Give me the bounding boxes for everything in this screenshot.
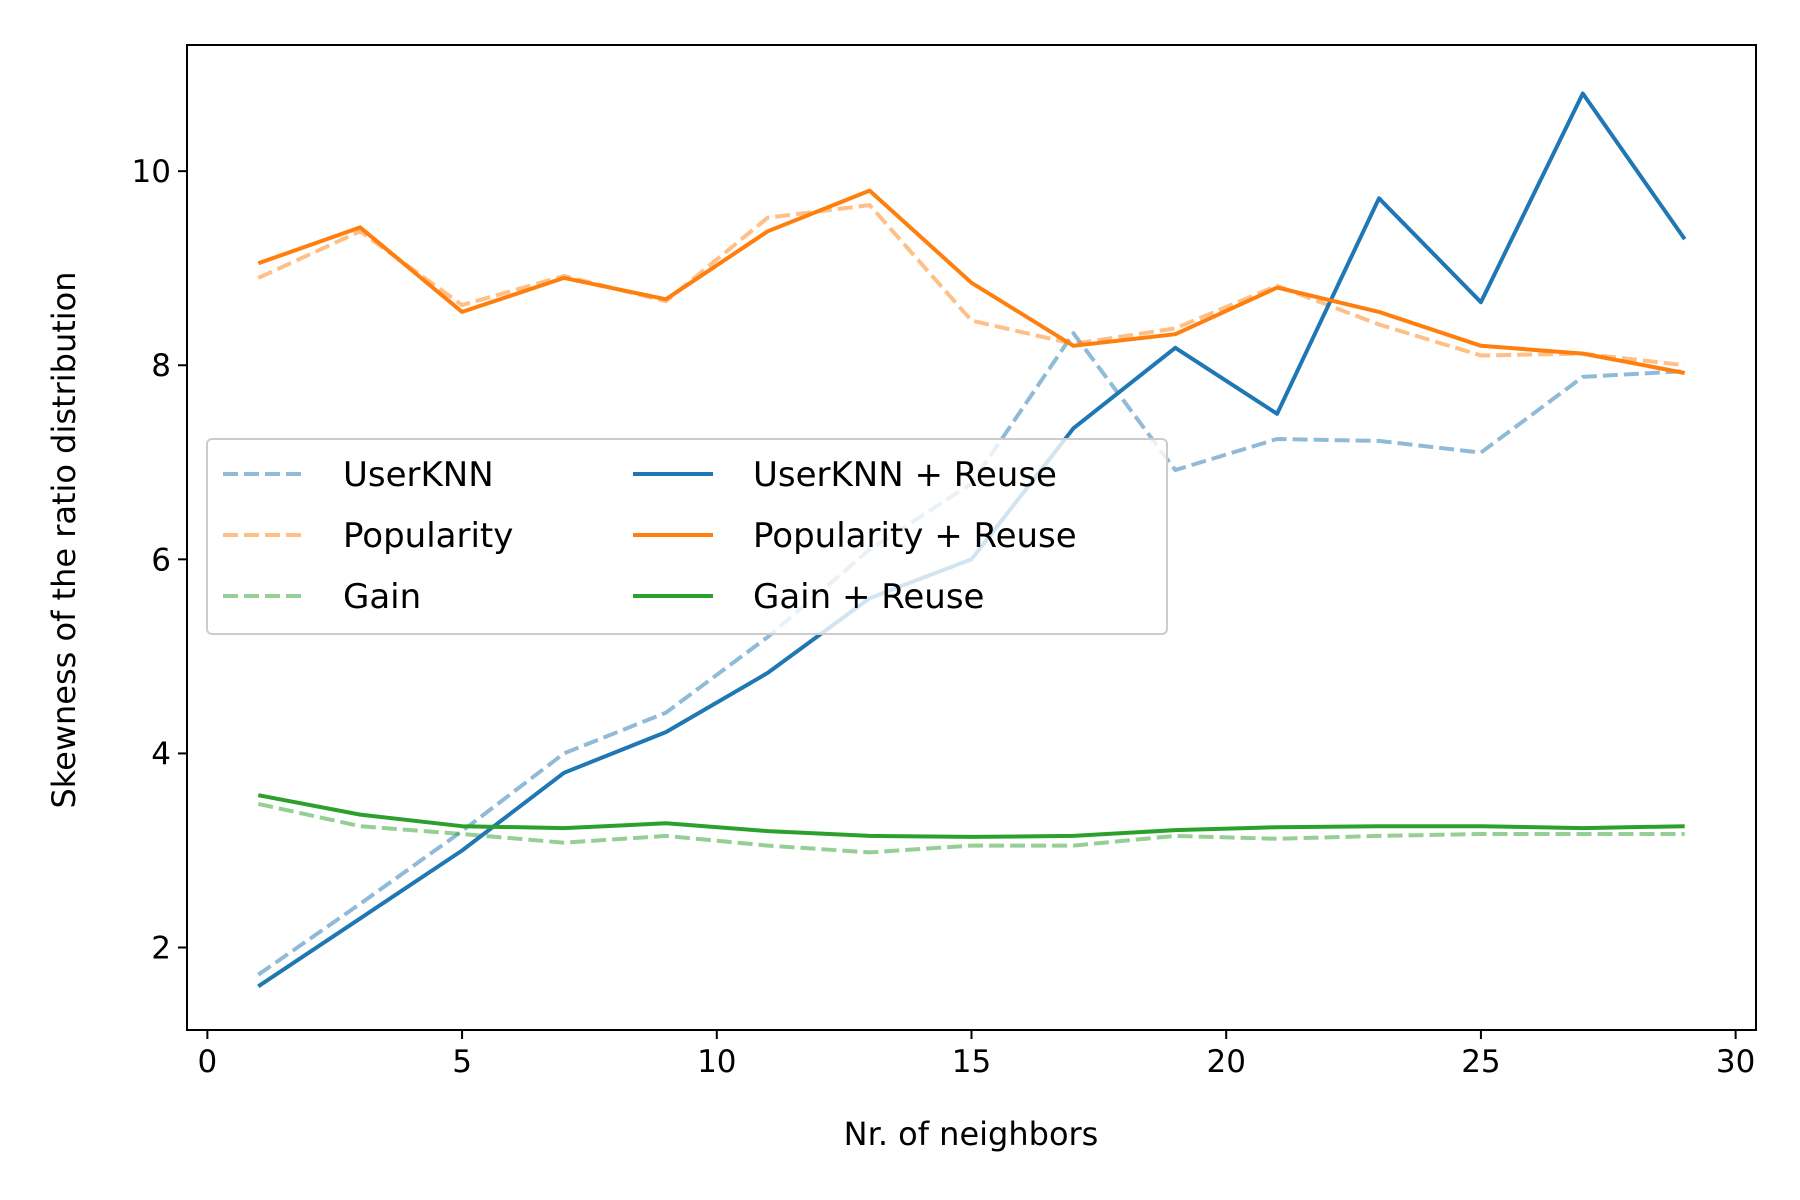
y-tick-label-3: 8 xyxy=(151,348,171,384)
series-line-1 xyxy=(257,203,1685,368)
x-tick-label-4: 20 xyxy=(1206,1044,1245,1080)
legend-label-4: Popularity + Reuse xyxy=(753,516,1077,556)
x-tick-label-2: 10 xyxy=(697,1044,736,1080)
y-tick-label-4: 10 xyxy=(132,154,171,190)
x-tick-label-5: 25 xyxy=(1461,1044,1500,1080)
legend-label-5: Gain + Reuse xyxy=(753,577,984,617)
y-tick-label-2: 6 xyxy=(151,542,171,578)
series-line-0 xyxy=(257,331,1685,977)
legend-label-3: UserKNN + Reuse xyxy=(753,455,1057,495)
x-tick-label-6: 30 xyxy=(1716,1044,1755,1080)
x-axis-label: Nr. of neighbors xyxy=(844,1115,1099,1153)
y-tick-label-0: 2 xyxy=(151,931,171,967)
x-tick-label-1: 5 xyxy=(452,1044,472,1080)
y-tick-label-1: 4 xyxy=(151,736,171,772)
legend: UserKNN Popularity Gain UserKNN + Reuse Popu… xyxy=(206,438,1168,635)
x-tick-label-3: 15 xyxy=(952,1044,991,1080)
legend-label-2: Gain xyxy=(343,577,421,617)
legend-label-0: UserKNN xyxy=(343,455,494,495)
axes: 0 5 10 15 20 25 30 2 4 6 8 10 xyxy=(132,44,1757,1080)
series-line-2 xyxy=(257,801,1685,855)
legend-label-1: Popularity xyxy=(343,516,513,556)
x-tick-label-0: 0 xyxy=(198,1044,218,1080)
series-line-4 xyxy=(257,188,1686,375)
series-line-5 xyxy=(257,793,1685,839)
y-axis-label: Skewness of the ratio distribution xyxy=(45,271,83,808)
